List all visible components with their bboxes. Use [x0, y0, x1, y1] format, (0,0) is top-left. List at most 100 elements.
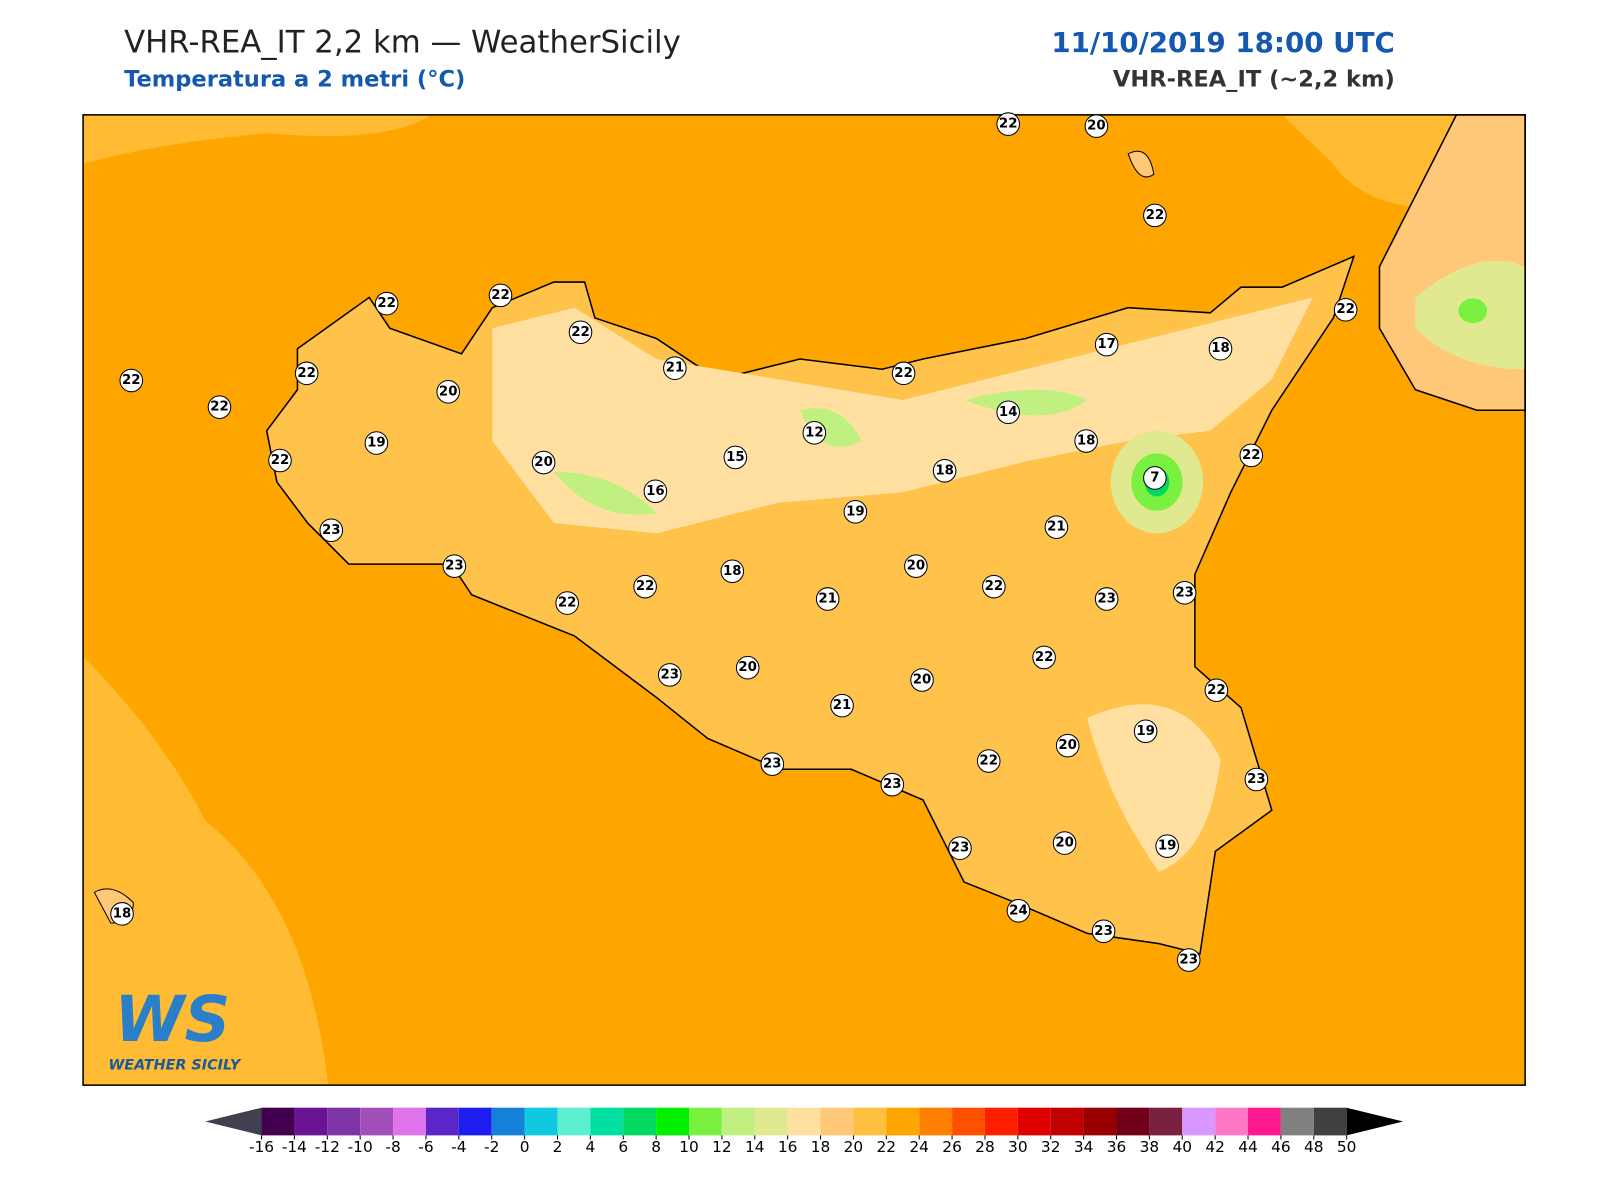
station-marker — [1006, 898, 1031, 923]
colorbar-segment — [787, 1107, 821, 1136]
station-marker — [1055, 733, 1080, 758]
station-marker — [1143, 203, 1167, 228]
colorbar-segment — [1182, 1107, 1216, 1136]
station: 23 — [657, 663, 682, 687]
colorbar-tick-label: 20 — [844, 1138, 864, 1156]
colorbar-tick-label: 16 — [778, 1138, 798, 1156]
station: 20 — [1084, 114, 1109, 138]
station-marker — [1032, 645, 1056, 670]
station-value: 12 — [805, 425, 824, 440]
station-marker — [904, 554, 928, 578]
station-marker — [910, 668, 934, 692]
station-value: 22 — [985, 579, 1004, 594]
station: 23 — [1172, 581, 1197, 605]
station: 7 — [1143, 466, 1167, 490]
station-value: 19 — [1158, 839, 1177, 854]
station-value: 18 — [935, 463, 954, 478]
colorbar-tick-label: 22 — [877, 1138, 897, 1156]
station: 22 — [982, 574, 1006, 599]
station-marker — [294, 361, 319, 386]
hyblaean — [1087, 704, 1221, 872]
station-value: 22 — [297, 366, 316, 381]
stations: 22 20 22 22 22 22 22 22 22 20 21 22 17 18 22 19 14 12 15 18… — [110, 112, 1358, 972]
station: 20 — [1052, 831, 1077, 855]
station: 22 — [1204, 678, 1229, 703]
colorbar-segment — [1050, 1107, 1084, 1136]
station-marker — [268, 448, 292, 473]
station-value: 14 — [999, 405, 1018, 420]
station-marker — [1244, 767, 1269, 792]
station-marker — [319, 518, 344, 543]
station-value: 20 — [913, 673, 932, 688]
station-marker — [1094, 332, 1119, 357]
station: 23 — [1091, 919, 1116, 944]
colorbar-tick-label: 8 — [651, 1138, 661, 1156]
station-value: 22 — [1207, 683, 1226, 698]
station: 22 — [1239, 443, 1264, 468]
colorbar-segment — [1280, 1107, 1314, 1136]
station: 22 — [633, 574, 657, 599]
station-marker — [555, 591, 579, 615]
station-marker — [1155, 834, 1179, 858]
colorbar-tick-label: 6 — [618, 1138, 628, 1156]
station-value: 16 — [646, 484, 665, 499]
colorbar-tick-label: -14 — [282, 1138, 307, 1156]
colorbar-segment — [1215, 1107, 1249, 1136]
station-value: 22 — [1336, 302, 1355, 317]
colorbar-segment — [952, 1107, 985, 1136]
station: 22 — [976, 749, 1001, 773]
station-marker — [1052, 831, 1077, 855]
station: 23 — [760, 752, 785, 776]
colorbar-tick-label: -12 — [315, 1138, 340, 1156]
station: 22 — [891, 361, 916, 386]
station-marker — [880, 772, 905, 797]
station-value: 22 — [271, 453, 290, 468]
station-marker — [891, 361, 916, 386]
station: 18 — [1208, 336, 1233, 361]
colorbar-tick-label: 34 — [1074, 1138, 1094, 1156]
station-marker — [720, 559, 745, 584]
station-marker — [948, 836, 972, 860]
station: 22 — [1333, 297, 1358, 322]
station-value: 20 — [1058, 738, 1077, 753]
station-value: 17 — [1097, 337, 1116, 352]
station: 22 — [996, 112, 1020, 136]
station: 18 — [932, 458, 957, 483]
station-value: 23 — [1094, 924, 1113, 939]
inland-cold — [553, 389, 1088, 515]
sea-field — [83, 114, 431, 165]
colorbar-tick-label: 32 — [1041, 1138, 1061, 1156]
logo: WS WEATHER SICILY — [108, 982, 241, 1073]
station-marker — [488, 283, 513, 308]
colorbar-tick-label: 2 — [553, 1138, 563, 1156]
station-marker — [374, 291, 399, 316]
station-marker — [830, 693, 854, 718]
colorbar-segment — [425, 1107, 459, 1136]
station-marker — [1143, 466, 1167, 490]
title: VHR-REA_IT 2,2 km — WeatherSicily — [124, 25, 681, 61]
station-value: 21 — [818, 591, 837, 606]
colorbar-segment — [656, 1107, 690, 1136]
station-value: 20 — [534, 455, 553, 470]
station: 20 — [1055, 733, 1080, 758]
station: 16 — [643, 479, 668, 504]
colorbar-tick-label: 14 — [745, 1138, 765, 1156]
station: 23 — [1176, 948, 1201, 972]
station-value: 19 — [846, 504, 865, 519]
station-value: 22 — [1242, 448, 1261, 463]
colorbar-segment — [754, 1107, 788, 1136]
station-marker — [723, 445, 748, 470]
station-value: 23 — [1247, 772, 1266, 787]
station-value: 7 — [1150, 470, 1159, 485]
station-marker — [735, 655, 760, 680]
station: 23 — [319, 518, 344, 543]
station-value: 20 — [738, 660, 757, 675]
colorbar-tick-label: -2 — [484, 1138, 499, 1156]
station-value: 15 — [726, 450, 745, 465]
station: 22 — [555, 591, 579, 615]
station-value: 20 — [439, 384, 458, 399]
station-marker — [1094, 587, 1119, 611]
station-value: 22 — [894, 366, 913, 381]
colorbar-tick-label: 50 — [1337, 1138, 1357, 1156]
